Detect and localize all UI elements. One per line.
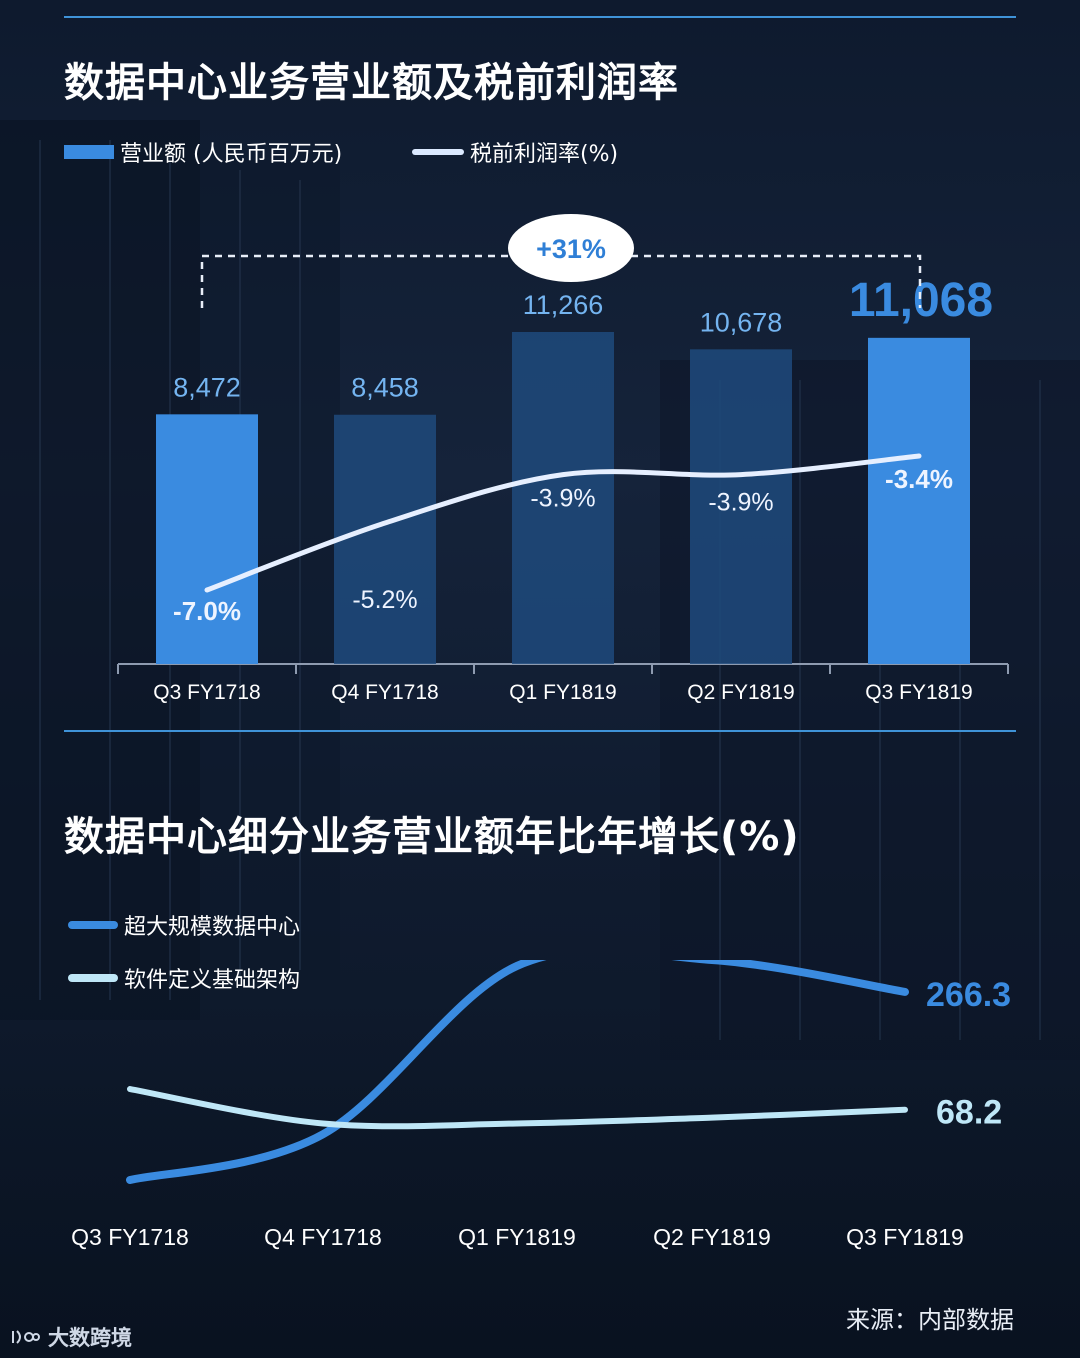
margin-value-label: -3.4% xyxy=(885,464,953,494)
x-tick-label: Q3 FY1819 xyxy=(846,1224,964,1250)
legend-line-swatch xyxy=(412,149,464,155)
revenue-bar xyxy=(156,414,258,664)
brand-logo-icon xyxy=(12,1330,40,1344)
chart1-legend-revenue: 营业额 (人民币百万元) xyxy=(64,136,342,168)
revenue-bar xyxy=(868,337,970,664)
sdi-end-label: 68.2 xyxy=(936,1094,1002,1132)
revenue-value-label: 8,472 xyxy=(173,372,241,402)
revenue-bar xyxy=(690,349,792,664)
legend-revenue-label: 营业额 (人民币百万元) xyxy=(120,142,343,167)
revenue-value-label: 8,458 xyxy=(351,373,419,403)
brand-name: 大数跨境 xyxy=(48,1326,132,1350)
x-tick-label: Q1 FY1819 xyxy=(509,681,616,704)
legend-bar-swatch xyxy=(64,145,114,159)
revenue-bar xyxy=(512,332,614,664)
margin-value-label: -3.9% xyxy=(530,485,595,513)
growth-bracket xyxy=(200,254,922,308)
growth-badge-label: +31% xyxy=(536,234,606,264)
margin-value-label: -7.0% xyxy=(173,596,241,626)
chart2-title: 数据中心细分业务营业额年比年增长(%) xyxy=(64,814,800,860)
legend-sdi-label: 软件定义基础架构 xyxy=(124,968,301,993)
x-tick-label: Q2 FY1819 xyxy=(653,1224,771,1250)
revenue-bar xyxy=(334,414,436,664)
margin-line xyxy=(204,453,922,593)
sdi-line xyxy=(127,1086,908,1130)
revenue-value-label: 10,678 xyxy=(700,307,783,337)
x-tick-label: Q2 FY1819 xyxy=(687,681,794,704)
mid-divider xyxy=(64,730,1016,732)
legend-margin-label: 税前利润率(%) xyxy=(470,142,619,167)
x-tick-label: Q1 FY1819 xyxy=(458,1224,576,1250)
x-tick-label: Q3 FY1819 xyxy=(865,681,972,704)
top-divider xyxy=(64,16,1016,18)
margin-value-label: -5.2% xyxy=(352,586,417,614)
legend-hyperscale-swatch xyxy=(68,921,118,929)
source-note: 来源：内部数据 xyxy=(846,1306,1014,1334)
revenue-value-label: 11,266 xyxy=(523,290,604,320)
hyperscale-line xyxy=(126,960,909,1184)
chart1-title: 数据中心业务营业额及税前利润率 xyxy=(64,60,679,106)
chart2-legend-hyperscale: 超大规模数据中心 xyxy=(68,909,300,941)
x-tick-label: Q4 FY1718 xyxy=(331,681,438,704)
x-tick-label: Q3 FY1718 xyxy=(71,1224,189,1250)
x-tick-label: Q4 FY1718 xyxy=(264,1224,382,1250)
brand-watermark: 大数跨境 xyxy=(10,1322,132,1352)
legend-hyperscale-label: 超大规模数据中心 xyxy=(124,915,301,940)
segment-growth-chart: 266.3 68.2 Q3 FY1718 Q4 FY1718 Q1 FY1819 Q2 F… xyxy=(71,960,1011,1250)
legend-sdi-swatch xyxy=(68,974,118,982)
hyperscale-end-label: 266.3 xyxy=(926,976,1011,1014)
chart2-legend-sdi: 软件定义基础架构 xyxy=(68,962,300,994)
x-tick-label: Q3 FY1718 xyxy=(153,681,260,704)
chart1-legend-margin: 税前利润率(%) xyxy=(412,136,618,168)
growth-badge xyxy=(508,214,634,282)
margin-value-label: -3.9% xyxy=(708,489,773,517)
